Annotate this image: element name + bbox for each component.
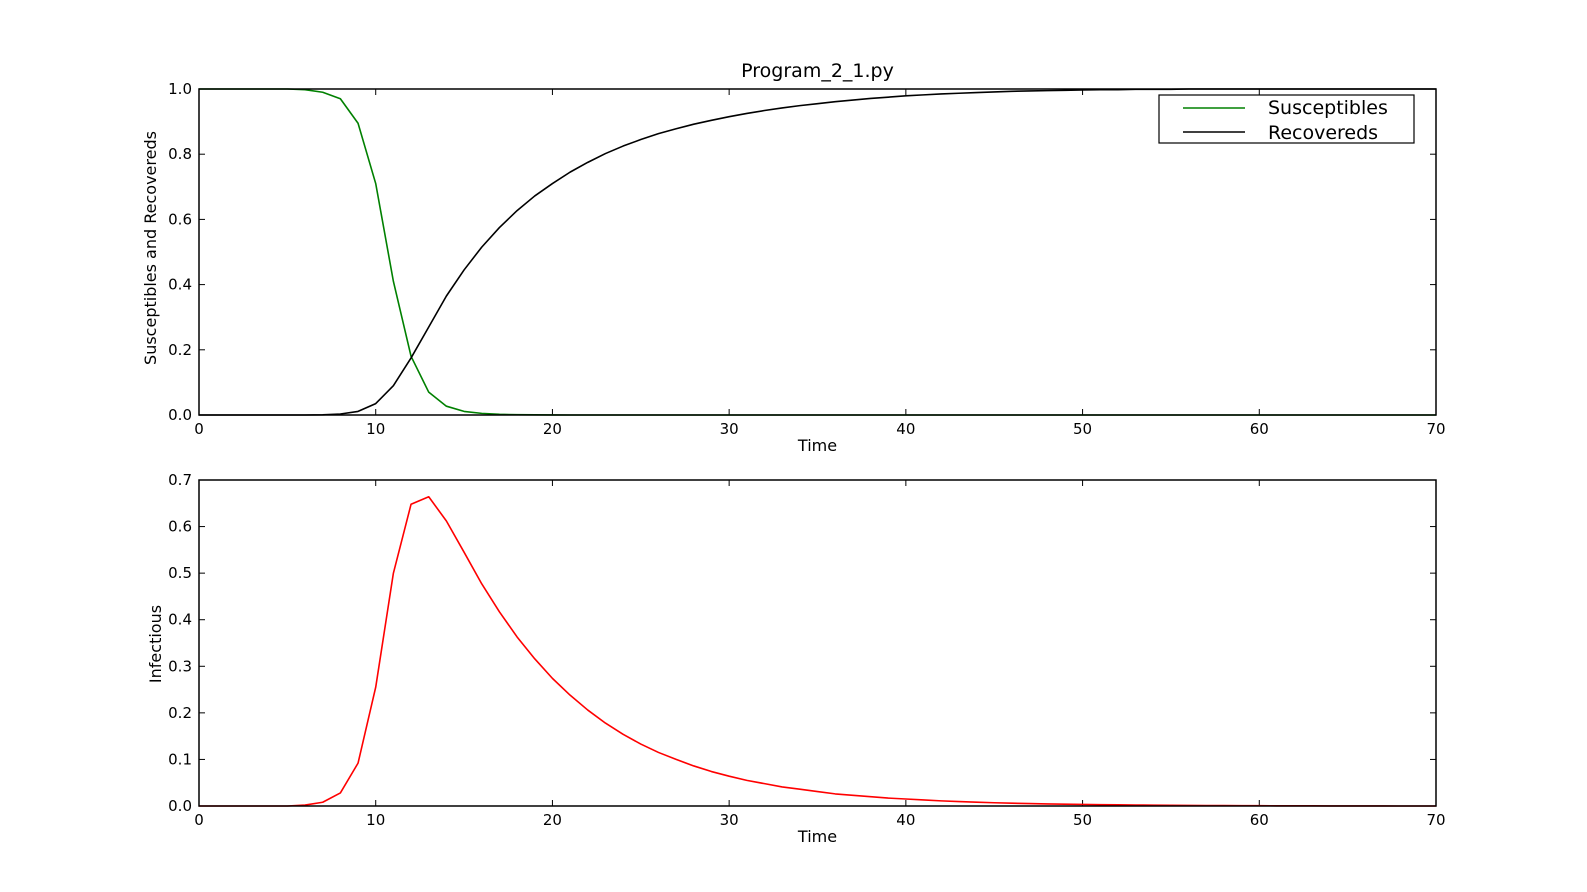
x-tick-label: 70 — [1426, 420, 1445, 438]
bottom-y-axis-label: Infectious — [146, 605, 165, 683]
y-tick-label: 1.0 — [168, 80, 192, 98]
x-tick-label: 50 — [1073, 420, 1092, 438]
legend-label-susceptibles: Susceptibles — [1268, 97, 1388, 119]
x-tick-label: 0 — [194, 420, 204, 438]
legend: Susceptibles Recovereds — [1158, 94, 1415, 144]
x-tick-label: 20 — [543, 811, 562, 829]
top-plot-frame — [198, 88, 1437, 416]
bottom-subplot: Time Infectious 0 10 20 30 40 50 60 70 0.0 0.1 0.2… — [146, 471, 1446, 846]
y-tick-label: 0.2 — [168, 704, 192, 722]
top-ticks: 0 10 20 30 40 50 60 70 0.0 0.2 0.4 0.6 0.8 1.0 — [168, 80, 1445, 438]
y-tick-label: 0.6 — [168, 210, 192, 228]
y-tick-label: 0.0 — [168, 797, 192, 815]
y-tick-label: 0.0 — [168, 406, 192, 424]
y-tick-label: 0.6 — [168, 518, 192, 536]
bottom-ticks: 0 10 20 30 40 50 60 70 0.0 0.1 0.2 0.3 0.4 0.5 0.6 0.7 — [168, 471, 1445, 829]
series-line-infectious — [199, 495, 1436, 807]
legend-label-recovereds: Recovereds — [1268, 122, 1378, 144]
x-tick-label: 60 — [1250, 420, 1269, 438]
bottom-x-axis-label: Time — [797, 827, 837, 846]
x-tick-label: 0 — [194, 811, 204, 829]
x-tick-label: 10 — [366, 811, 385, 829]
x-tick-label: 20 — [543, 420, 562, 438]
y-tick-label: 0.4 — [168, 611, 192, 629]
x-tick-label: 30 — [720, 811, 739, 829]
x-tick-label: 60 — [1250, 811, 1269, 829]
y-tick-label: 0.4 — [168, 276, 192, 294]
bottom-plot-frame — [198, 479, 1437, 807]
x-tick-label: 40 — [896, 420, 915, 438]
y-tick-label: 0.8 — [168, 145, 192, 163]
y-tick-label: 0.2 — [168, 341, 192, 359]
x-tick-label: 10 — [366, 420, 385, 438]
bottom-series-lines — [199, 495, 1436, 807]
chart-title: Program_2_1.py — [741, 60, 894, 82]
y-tick-label: 0.7 — [168, 471, 192, 489]
x-tick-label: 50 — [1073, 811, 1092, 829]
top-y-axis-label: Susceptibles and Recovereds — [141, 131, 160, 365]
top-subplot: Program_2_1.py Time Susceptibles and Rec… — [141, 60, 1446, 455]
y-tick-label: 0.3 — [168, 657, 192, 675]
x-tick-label: 70 — [1426, 811, 1445, 829]
x-tick-label: 30 — [720, 420, 739, 438]
y-tick-label: 0.5 — [168, 564, 192, 582]
y-tick-label: 0.1 — [168, 750, 192, 768]
x-tick-label: 40 — [896, 811, 915, 829]
legend-box — [1158, 94, 1415, 144]
top-x-axis-label: Time — [797, 436, 837, 455]
